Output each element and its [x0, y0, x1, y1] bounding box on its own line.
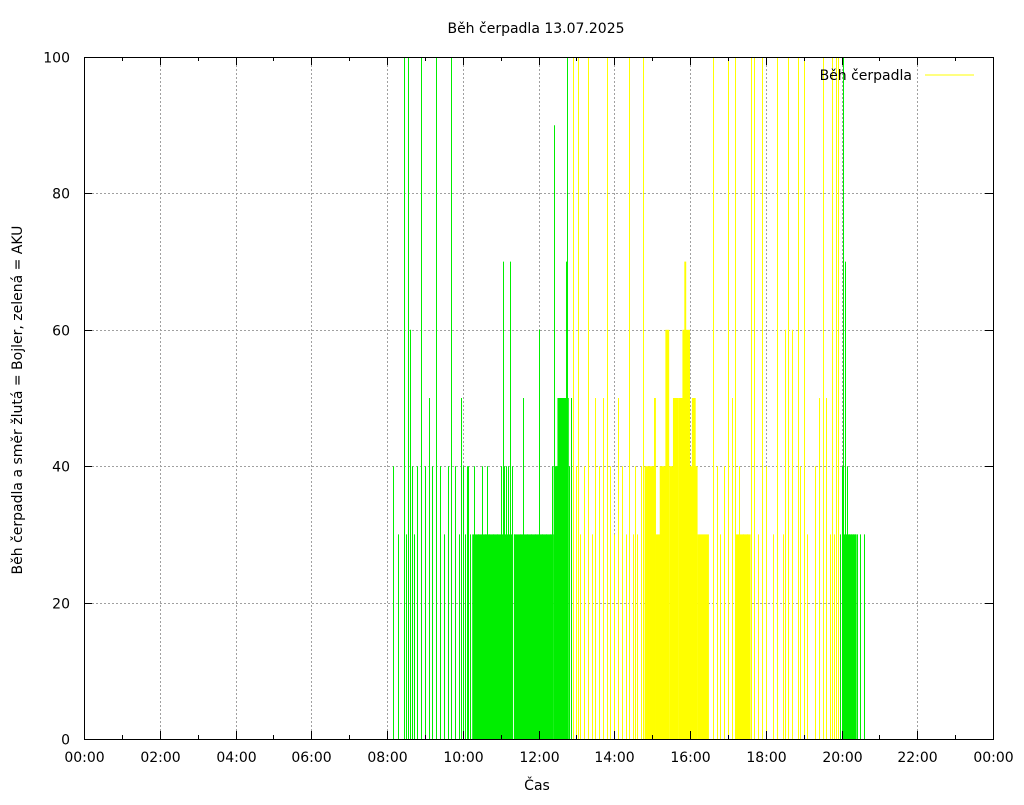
y-tick-label: 60	[52, 324, 70, 340]
yellow-block	[672, 398, 679, 739]
yellow-block	[644, 466, 656, 739]
y-tick-label: 20	[52, 597, 70, 613]
x-tick-label: 00:00	[64, 750, 104, 766]
yellow-block	[697, 534, 709, 739]
y-axis-label: Běh čerpadla a směr žlutá = Bojler, zele…	[10, 226, 26, 575]
green-block	[553, 466, 558, 739]
yellow-block	[682, 329, 690, 739]
x-tick-label: 20:00	[822, 750, 862, 766]
green-block	[513, 534, 554, 739]
bars-layer	[393, 57, 865, 739]
chart-title: Běh čerpadla 13.07.2025	[447, 21, 624, 37]
x-tick-label: 22:00	[897, 750, 937, 766]
x-tick-label: 16:00	[670, 750, 710, 766]
x-axis-label: Čas	[524, 776, 550, 794]
x-tick-label: 12:00	[519, 750, 559, 766]
x-tick-label: 02:00	[140, 750, 180, 766]
yellow-block	[654, 398, 656, 739]
yellow-block	[659, 466, 668, 739]
ticks-layer: 0 20 40 60 80 100 00:00 02:00 04:00 06:00 08:00 10:…	[43, 51, 1013, 767]
y-tick-label: 100	[43, 51, 70, 67]
yellow-block	[665, 329, 670, 739]
x-tick-label: 08:00	[367, 750, 407, 766]
y-tick-label: 40	[52, 460, 70, 476]
x-tick-label: 10:00	[443, 750, 483, 766]
yellow-block	[684, 261, 687, 739]
x-tick-label: 18:00	[746, 750, 786, 766]
yellow-block	[691, 398, 696, 739]
x-tick-label: 14:00	[594, 750, 634, 766]
legend-label: Běh čerpadla	[820, 68, 912, 84]
y-tick-label: 80	[52, 187, 70, 203]
x-tick-label: 04:00	[216, 750, 256, 766]
legend: Běh čerpadla	[820, 68, 974, 84]
x-tick-label: 06:00	[291, 750, 331, 766]
y-tick-label: 0	[61, 733, 70, 749]
x-tick-label: 00:00	[973, 750, 1013, 766]
